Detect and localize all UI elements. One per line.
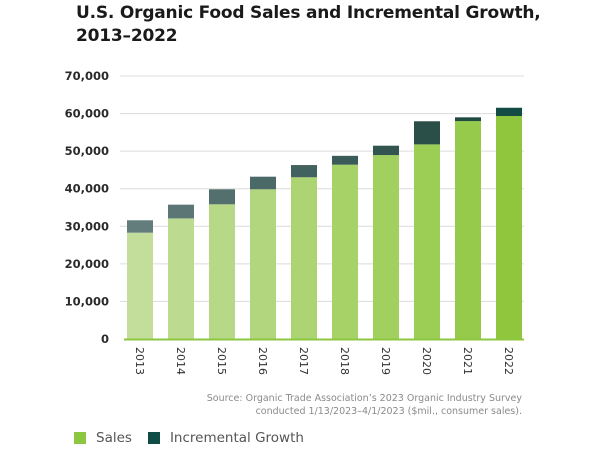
bar-sales-2020	[414, 144, 440, 339]
bar-incremental-growth-2013	[127, 220, 153, 233]
bar-incremental-growth-2017	[291, 165, 317, 178]
x-tick-label: 2019	[379, 347, 392, 375]
y-tick-label: 70,000	[65, 69, 109, 83]
legend-item-incremental-growth: Incremental Growth	[147, 430, 304, 446]
chart-title-line-1: U.S. Organic Food Sales and Incremental …	[76, 3, 541, 23]
legend-label-incremental-growth: Incremental Growth	[169, 430, 304, 446]
x-tick-label: 2022	[502, 347, 515, 375]
y-tick-label: 30,000	[65, 219, 109, 233]
bar-sales-2016	[250, 189, 276, 339]
y-tick-label: 60,000	[65, 107, 109, 121]
legend-label-sales: Sales	[96, 430, 132, 446]
bar-sales-2014	[168, 218, 194, 339]
bar-sales-2015	[209, 204, 235, 339]
bar-sales-2017	[291, 177, 317, 339]
y-tick-label: 40,000	[65, 182, 109, 196]
chart-title-line-2: 2013–2022	[76, 26, 178, 46]
bar-sales-2019	[373, 155, 399, 339]
y-tick-label: 50,000	[65, 144, 109, 158]
x-tick-label: 2015	[215, 347, 228, 375]
x-tick-label: 2013	[133, 347, 146, 375]
legend-item-sales: Sales	[74, 430, 132, 446]
bar-sales-2018	[332, 164, 358, 339]
bar-sales-2022	[496, 116, 522, 339]
x-tick-label: 2021	[461, 347, 474, 375]
bar-incremental-growth-2022	[496, 107, 522, 117]
bar-incremental-growth-2018	[332, 155, 358, 165]
legend: Sales Incremental Growth	[74, 430, 320, 446]
x-tick-label: 2018	[338, 347, 351, 375]
legend-swatch-incremental-growth	[147, 432, 160, 444]
x-tick-label: 2016	[256, 347, 269, 375]
x-axis-ticks: 2013 2014 2015 2016 2017 2018 2019 2020 2021 2022	[133, 347, 515, 375]
source-note: Source: Organic Trade Association’s 2023…	[207, 392, 522, 418]
x-tick-label: 2020	[420, 347, 433, 375]
x-tick-label: 2017	[297, 347, 310, 375]
y-tick-label: 10,000	[65, 294, 109, 308]
bar-sales-2013	[127, 232, 153, 339]
bar-incremental-growth-2015	[209, 189, 235, 205]
bar-incremental-growth-2014	[168, 204, 194, 219]
x-tick-label: 2014	[174, 347, 187, 375]
legend-swatch-sales	[74, 432, 86, 444]
y-tick-label: 20,000	[65, 257, 109, 271]
bar-incremental-growth-2020	[414, 121, 440, 145]
source-line-2: conducted 1/13/2023–4/1/2023 ($mil., con…	[255, 406, 522, 417]
bar-incremental-growth-2021	[455, 117, 481, 122]
y-axis-ticks: 0 10,000 20,000 30,000 40,000 50,000 60,000 70,…	[65, 69, 109, 346]
bars	[127, 107, 522, 339]
bar-incremental-growth-2016	[250, 176, 276, 190]
source-line-1: Source: Organic Trade Association’s 2023…	[206, 393, 522, 404]
bar-incremental-growth-2019	[373, 145, 399, 156]
chart-area: 0 10,000 20,000 30,000 40,000 50,000 60,000 70,…	[65, 69, 524, 375]
chart-title: U.S. Organic Food Sales and Incremental …	[76, 2, 556, 48]
bar-sales-2021	[455, 121, 481, 339]
y-tick-label: 0	[101, 332, 109, 346]
